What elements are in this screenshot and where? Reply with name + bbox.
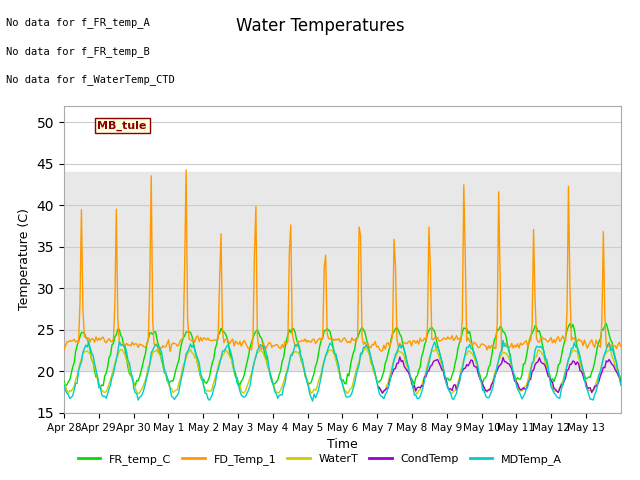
Text: No data for f_FR_temp_A: No data for f_FR_temp_A [6,17,150,28]
Text: No data for f_FR_temp_B: No data for f_FR_temp_B [6,46,150,57]
Text: MB_tule: MB_tule [97,120,147,131]
X-axis label: Time: Time [327,438,358,451]
Y-axis label: Temperature (C): Temperature (C) [18,208,31,310]
Text: No data for f_WaterTemp_CTD: No data for f_WaterTemp_CTD [6,74,175,85]
Bar [64,172,621,372]
Legend: FR_temp_C, FD_Temp_1, WaterT, CondTemp, MDTemp_A: FR_temp_C, FD_Temp_1, WaterT, CondTemp, … [74,450,566,469]
Text: Water Temperatures: Water Temperatures [236,17,404,35]
